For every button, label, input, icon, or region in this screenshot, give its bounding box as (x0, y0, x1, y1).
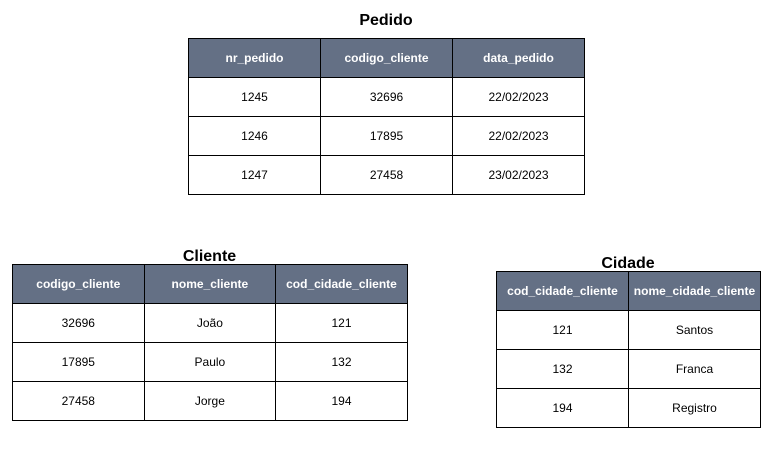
table-cell: 121 (275, 303, 408, 343)
header-row: codigo_cliente nome_cliente cod_cidade_c… (12, 264, 408, 304)
column-header: cod_cidade_cliente (496, 271, 629, 311)
table-cell: 121 (496, 310, 629, 350)
table-cell: Santos (628, 310, 761, 350)
table-cell: 27458 (320, 155, 453, 195)
table-row: 1247 27458 23/02/2023 (188, 155, 585, 195)
header-row: cod_cidade_cliente nome_cidade_cliente (496, 271, 761, 311)
table-cell: 23/02/2023 (452, 155, 585, 195)
table-row: 1246 17895 22/02/2023 (188, 116, 585, 156)
cidade-table: cod_cidade_cliente nome_cidade_cliente 1… (496, 271, 761, 428)
table-cell: 1247 (188, 155, 321, 195)
column-header: codigo_cliente (12, 264, 145, 304)
table-cell: 27458 (12, 381, 145, 421)
column-header: cod_cidade_cliente (275, 264, 408, 304)
table-cell: 32696 (12, 303, 145, 343)
table-cell: 1246 (188, 116, 321, 156)
header-row: nr_pedido codigo_cliente data_pedido (188, 38, 585, 78)
table-cell: 17895 (12, 342, 145, 382)
table-cell: 1245 (188, 77, 321, 117)
cliente-table: codigo_cliente nome_cliente cod_cidade_c… (12, 264, 408, 421)
column-header: codigo_cliente (320, 38, 453, 78)
table-cell: 17895 (320, 116, 453, 156)
table-cell: Franca (628, 349, 761, 389)
table-row: 32696 João 121 (12, 303, 408, 343)
pedido-table: nr_pedido codigo_cliente data_pedido 124… (188, 38, 585, 195)
table-row: 1245 32696 22/02/2023 (188, 77, 585, 117)
column-header: data_pedido (452, 38, 585, 78)
cliente-title: Cliente (182, 248, 237, 265)
column-header: nome_cidade_cliente (628, 271, 761, 311)
table-cell: 22/02/2023 (452, 77, 585, 117)
table-row: 17895 Paulo 132 (12, 342, 408, 382)
table-cell: Registro (628, 388, 761, 428)
table-cell: 132 (275, 342, 408, 382)
cidade-title: Cidade (601, 255, 655, 272)
column-header: nome_cliente (143, 264, 277, 304)
table-row: 121 Santos (496, 310, 761, 350)
table-cell: 132 (496, 349, 629, 389)
column-header: nr_pedido (188, 38, 321, 78)
table-cell: 194 (275, 381, 408, 421)
table-cell: João (143, 303, 277, 343)
pedido-title: Pedido (359, 12, 413, 29)
table-cell: Jorge (143, 381, 277, 421)
table-cell: 22/02/2023 (452, 116, 585, 156)
table-row: 132 Franca (496, 349, 761, 389)
table-cell: Paulo (143, 342, 277, 382)
table-row: 194 Registro (496, 388, 761, 428)
table-cell: 32696 (320, 77, 453, 117)
table-row: 27458 Jorge 194 (12, 381, 408, 421)
table-cell: 194 (496, 388, 629, 428)
